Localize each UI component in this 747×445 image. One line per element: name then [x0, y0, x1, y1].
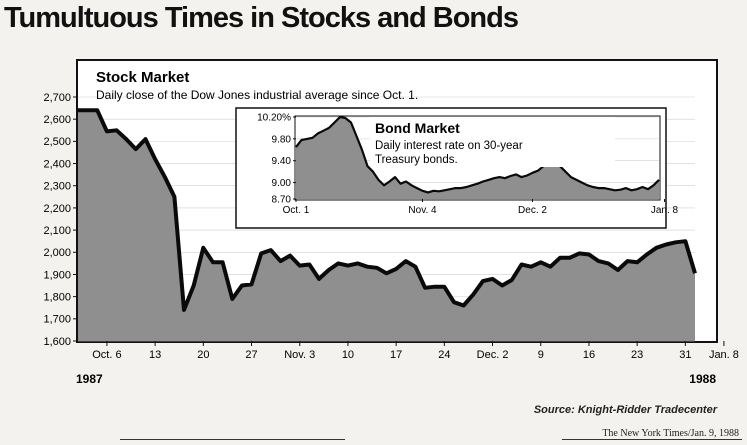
stock-y-tick-label: 2,200: [43, 203, 71, 215]
bond-y-axis: 8.70 9.00 9.40 9.80 10.20%: [257, 113, 296, 206]
bond-y-tick-label: 9.80: [272, 134, 292, 145]
stock-y-tick-label: 1,900: [43, 269, 71, 281]
stock-y-tick-label: 2,700: [43, 92, 71, 104]
stock-y-tick-label: 2,000: [43, 247, 71, 259]
stock-y-axis: 1,600 1,700 1,800 1,900 2,000 2,100 2,200 2,300…: [43, 92, 78, 348]
footer-rule-right: [562, 439, 742, 440]
year-start-label: 1987: [76, 372, 103, 386]
headline: Tumultuous Times in Stocks and Bonds: [4, 2, 519, 34]
bond-x-tick-label: Jan. 8: [651, 205, 679, 216]
bond-x-axis: Oct. 1 Nov. 4 Dec. 2 Jan. 8: [283, 199, 679, 216]
stock-y-tick-label: 2,600: [43, 114, 71, 126]
source-note: Source: Knight-Ridder Tradecenter: [533, 404, 717, 416]
stock-x-tick-label: Oct. 6: [92, 349, 121, 361]
bond-x-tick-label: Dec. 2: [518, 205, 547, 216]
stock-subtitle: Daily close of the Dow Jones industrial …: [96, 88, 418, 102]
stock-x-tick-label: Nov. 3: [284, 349, 315, 361]
bond-series-line: [295, 115, 660, 194]
stock-y-tick-label: 2,300: [43, 181, 71, 193]
stock-x-tick-label: 13: [149, 349, 161, 361]
credit-line: The New York Times/Jan. 9, 1988: [602, 428, 739, 439]
stock-x-tick-label: 31: [679, 349, 691, 361]
stock-y-tick-label: 1,600: [43, 336, 71, 348]
stock-title: Stock Market: [96, 69, 189, 86]
stock-x-tick-label: 10: [342, 349, 354, 361]
year-end-label: 1988: [689, 372, 716, 386]
bond-y-tick-label: 9.40: [272, 156, 292, 167]
bond-area-fill: [296, 117, 659, 199]
stock-x-axis: Oct. 6 13 20 27 Nov. 3 10 17 24 Dec. 2 9 16 23 31 Jan…: [92, 341, 739, 361]
stock-x-tick-label: 27: [245, 349, 257, 361]
stock-y-tick-label: 1,700: [43, 314, 71, 326]
stock-x-tick-label: 16: [583, 349, 595, 361]
bond-title: Bond Market: [375, 120, 460, 136]
stock-y-tick-label: 2,100: [43, 225, 71, 237]
bond-label-backdrop: [370, 117, 615, 167]
stock-y-tick-label: 2,500: [43, 136, 71, 148]
bond-y-tick-label: 9.00: [272, 178, 292, 189]
bond-subtitle-line2: Treasury bonds.: [375, 154, 458, 166]
stock-x-tick-label: 23: [631, 349, 643, 361]
bond-x-tick-label: Nov. 4: [408, 205, 437, 216]
stock-x-tick-label: 9: [538, 349, 544, 361]
stock-x-tick-label: 17: [390, 349, 402, 361]
stock-series-line: [78, 108, 697, 312]
bond-x-tick-label: Oct. 1: [283, 205, 310, 216]
stock-x-tick-label: 20: [197, 349, 209, 361]
stock-y-tick-label: 1,800: [43, 291, 71, 303]
footer-rule-left: [120, 439, 345, 440]
bond-subtitle-line1: Daily interest rate on 30-year: [375, 140, 523, 152]
stock-x-tick-label: Dec. 2: [477, 349, 509, 361]
bond-y-tick-label: 8.70: [272, 195, 292, 206]
stock-x-tick-label: 24: [438, 349, 450, 361]
bond-y-tick-label: 10.20%: [257, 113, 291, 124]
stock-y-tick-label: 2,400: [43, 158, 71, 170]
stock-area-fill: [78, 110, 695, 341]
stock-x-tick-label: Jan. 8: [709, 349, 739, 361]
